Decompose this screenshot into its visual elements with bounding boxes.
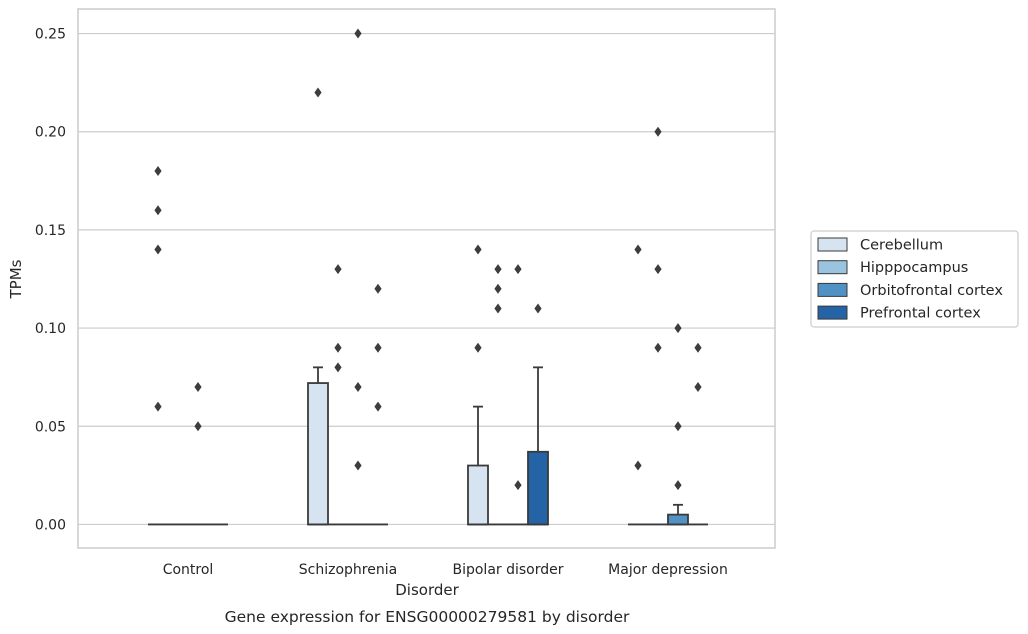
outlier-point xyxy=(654,126,662,137)
outlier-point xyxy=(374,342,382,353)
legend-swatch xyxy=(817,260,848,275)
legend-label: Prefrontal cortex xyxy=(860,306,981,322)
legend-item: Prefrontal cortex xyxy=(817,305,981,322)
y-tick-label: 0.20 xyxy=(35,125,66,141)
y-tick-label: 0.10 xyxy=(35,321,66,337)
box-body xyxy=(667,513,689,526)
box-cerebellum xyxy=(307,366,329,526)
outlier-point xyxy=(654,264,662,275)
legend: Cerebellum Hipppocampus Orbitofrontal cort… xyxy=(810,230,1019,328)
legend-label: Hipppocampus xyxy=(860,260,968,276)
legend-swatch xyxy=(817,305,848,320)
outlier-point xyxy=(354,460,362,471)
x-tick-label: Major depression xyxy=(608,562,728,578)
box-prefrontal-cortex xyxy=(527,366,549,526)
y-tick-labels: 0.00 0.05 0.10 0.15 0.20 0.25 xyxy=(35,27,66,534)
outlier-point xyxy=(494,264,502,275)
outlier-point xyxy=(154,244,162,255)
outlier-point xyxy=(694,381,702,392)
outlier-point xyxy=(314,87,322,98)
outlier-point xyxy=(514,480,522,491)
outlier-point xyxy=(334,362,342,373)
plot-frame xyxy=(77,8,776,549)
outlier-point xyxy=(694,342,702,353)
outlier-point xyxy=(194,421,202,432)
y-tick-label: 0.05 xyxy=(35,419,66,435)
outlier-point xyxy=(494,283,502,294)
outlier-point xyxy=(154,165,162,176)
x-tick-label: Bipolar disorder xyxy=(452,562,563,578)
box-cerebellum xyxy=(467,405,489,526)
boxes xyxy=(148,366,708,526)
box-body xyxy=(467,464,489,526)
y-tick-label: 0.15 xyxy=(35,223,66,239)
outlier-point xyxy=(474,342,482,353)
outlier-point xyxy=(474,244,482,255)
legend-item: Hipppocampus xyxy=(817,260,968,276)
x-tick-label: Control xyxy=(163,562,214,578)
outlier-point xyxy=(494,303,502,314)
legend-label: Orbitofrontal cortex xyxy=(860,283,1003,299)
y-tick-label: 0.00 xyxy=(35,517,66,533)
outlier-point xyxy=(674,480,682,491)
legend-swatch xyxy=(817,282,848,297)
outlier-point xyxy=(154,401,162,412)
outlier-point xyxy=(194,381,202,392)
legend-label: Cerebellum xyxy=(860,238,943,254)
x-axis-label: Disorder xyxy=(395,581,459,599)
y-tick-label: 0.25 xyxy=(35,27,66,43)
outlier-point xyxy=(674,421,682,432)
outlier-point xyxy=(374,283,382,294)
box-orbitofrontal-cortex xyxy=(667,503,689,526)
chart-caption: Gene expression for ENSG00000279581 by d… xyxy=(225,608,630,626)
outlier-point xyxy=(334,264,342,275)
x-tick-label: Schizophrenia xyxy=(299,562,397,578)
gridlines xyxy=(78,32,775,526)
outlier-point xyxy=(674,323,682,334)
legend-frame xyxy=(810,230,1019,328)
outlier-point xyxy=(514,264,522,275)
y-axis-label: TPMs xyxy=(7,259,25,299)
legend-item: Orbitofrontal cortex xyxy=(817,282,1003,299)
outlier-point xyxy=(354,28,362,39)
outlier-point xyxy=(654,342,662,353)
box-body xyxy=(307,382,329,526)
outlier-point xyxy=(374,401,382,412)
outlier-point xyxy=(534,303,542,314)
outlier-point xyxy=(634,244,642,255)
x-tick-labels: Control Schizophrenia Bipolar disorder Majo… xyxy=(163,562,728,578)
outlier-point xyxy=(634,460,642,471)
legend-swatch xyxy=(817,237,848,252)
box-body xyxy=(527,450,549,526)
legend-item: Cerebellum xyxy=(817,237,943,254)
outliers xyxy=(154,28,702,491)
outlier-point xyxy=(154,205,162,216)
outlier-point xyxy=(334,342,342,353)
outlier-point xyxy=(354,381,362,392)
